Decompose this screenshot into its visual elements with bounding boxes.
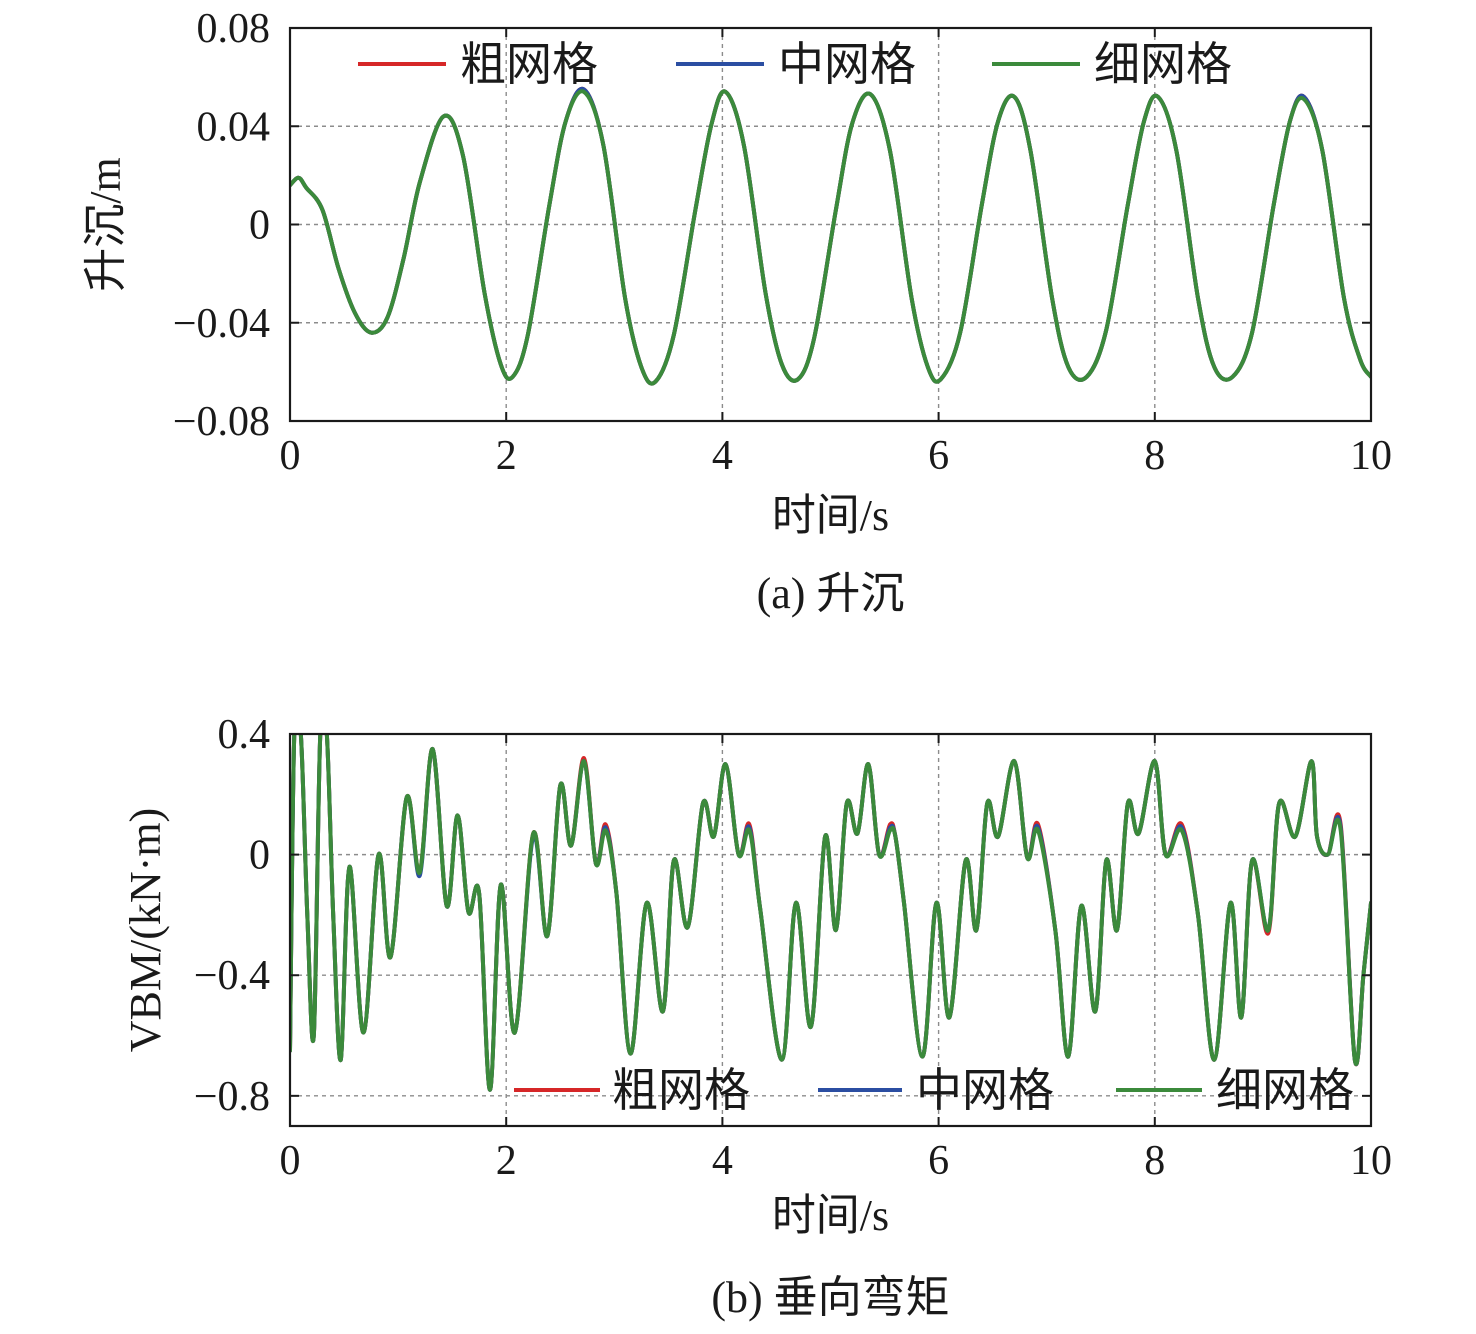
- y-axis-label: VBM/(kN·m): [121, 808, 170, 1052]
- legend-label-3: 细网格: [1094, 39, 1232, 90]
- chart-vbm: 0 2 4 6 8 10 −0.8 −0.4 0 0.4 时间/s VBM/(kN·m) (b) 垂向弯…: [121, 712, 1392, 1322]
- x-tick-label: 10: [1350, 1138, 1392, 1184]
- chart-heave: 0 2 4 6 8 10 −0.08 −0.04 0 0.04 0.08 时间/s 升沉/m (a) 升沉…: [81, 6, 1392, 618]
- x-tick-label: 8: [1144, 433, 1165, 479]
- x-tick-label: 10: [1350, 433, 1392, 479]
- x-axis-label: 时间/s: [772, 1191, 889, 1240]
- x-tick-label: 8: [1144, 1138, 1165, 1184]
- y-tick-label: −0.08: [173, 399, 270, 445]
- x-tick-label: 0: [280, 1138, 301, 1184]
- x-tick-label: 4: [712, 433, 733, 479]
- y-tick-label: −0.8: [194, 1074, 270, 1120]
- y-tick-label: −0.04: [173, 301, 270, 347]
- x-tick-label: 2: [496, 433, 517, 479]
- x-tick-label: 6: [928, 1138, 949, 1184]
- legend: 粗网格 中网格 细网格: [358, 39, 1232, 90]
- y-tick-label: 0.08: [197, 6, 271, 52]
- legend-label-2: 中网格: [778, 39, 916, 90]
- y-tick-label: −0.4: [194, 953, 270, 999]
- y-tick-label: 0.4: [218, 712, 271, 758]
- x-tick-label: 0: [280, 433, 301, 479]
- legend-label-1: 粗网格: [460, 39, 598, 90]
- legend-label-2: 中网格: [916, 1065, 1054, 1116]
- series-lines: [290, 734, 1371, 1092]
- y-tick-label: 0.04: [197, 104, 271, 150]
- y-axis-label: 升沉/m: [81, 157, 130, 291]
- chart-caption: (b) 垂向弯矩: [711, 1273, 949, 1322]
- plot-frame: [288, 732, 1373, 1128]
- series-line-3: [290, 734, 1371, 1092]
- series-line-3: [290, 89, 1371, 386]
- legend-label-3: 细网格: [1216, 1065, 1354, 1116]
- legend-label-1: 粗网格: [612, 1065, 750, 1116]
- x-tick-label: 4: [712, 1138, 733, 1184]
- x-tick-label: 2: [496, 1138, 517, 1184]
- x-axis-label: 时间/s: [772, 491, 889, 540]
- series-lines: [290, 86, 1371, 386]
- y-tick-label: 0: [249, 833, 270, 879]
- chart-caption: (a) 升沉: [757, 569, 905, 618]
- legend: 粗网格 中网格 细网格: [514, 1065, 1354, 1116]
- x-tick-label: 6: [928, 433, 949, 479]
- y-tick-label: 0: [249, 203, 270, 249]
